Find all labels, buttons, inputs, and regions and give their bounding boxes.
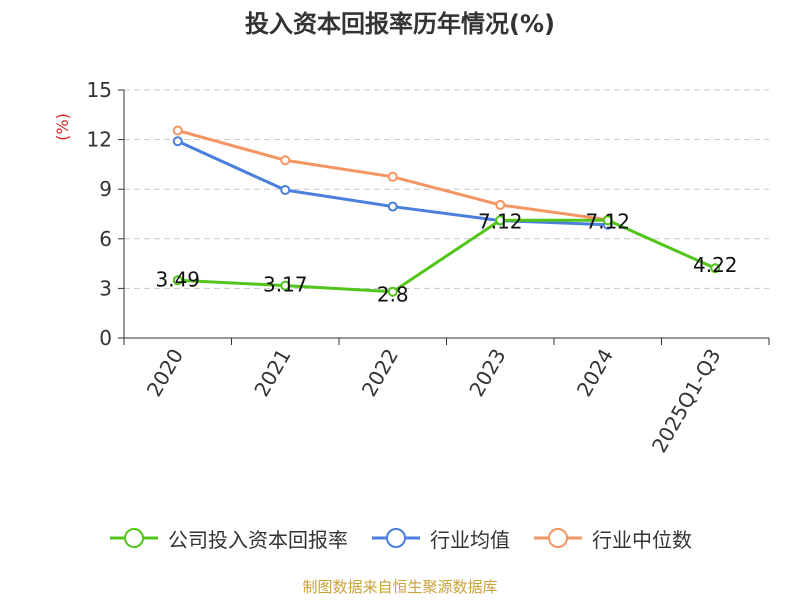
data-label: 7.12 — [478, 209, 523, 233]
data-point — [387, 201, 398, 212]
data-point — [495, 199, 506, 210]
grid-lines — [124, 89, 769, 289]
x-tick-label: 2021 — [249, 345, 295, 401]
legend-marker — [110, 528, 158, 548]
data-label: 7.12 — [585, 209, 630, 233]
data-label: 3.17 — [263, 273, 308, 297]
data-point — [172, 275, 183, 286]
data-point — [495, 215, 506, 226]
y-tick-label: 9 — [99, 177, 112, 201]
legend-marker — [372, 528, 420, 548]
y-tick-label: 0 — [99, 326, 112, 350]
data-point — [280, 280, 291, 291]
x-tick-label: 2022 — [357, 345, 403, 401]
legend-label: 公司投入资本回报率 — [168, 527, 348, 552]
y-tick-label: 3 — [99, 276, 112, 300]
legend: 公司投入资本回报率 行业均值 行业中位数 — [0, 520, 800, 556]
series-lines — [172, 125, 721, 297]
legend-marker — [534, 528, 582, 548]
data-point — [172, 136, 183, 147]
data-point — [280, 185, 291, 196]
series-line — [177, 218, 716, 294]
data-label: 2.8 — [377, 283, 409, 307]
legend-item: 行业中位数 — [532, 524, 692, 553]
data-point — [280, 155, 291, 166]
x-tick-label: 2023 — [464, 345, 510, 401]
y-tick-label: 15 — [87, 78, 112, 102]
x-tick-label: 2020 — [142, 345, 188, 401]
legend-item: 行业均值 — [370, 524, 510, 553]
y-tick-label: 6 — [99, 227, 112, 251]
chart-title: 投入资本回报率历年情况(%) — [245, 10, 555, 38]
y-tick-label: 12 — [87, 128, 112, 152]
y-axis-label: (%) — [53, 113, 72, 141]
chart: (%) 0 3 6 9 12 15 2020 2021 2022 2023 2024 2025Q1-Q… — [53, 78, 770, 457]
legend-item: 公司投入资本回报率 — [108, 524, 348, 553]
x-tick-label: 2024 — [572, 345, 618, 401]
data-label: 4.22 — [693, 253, 738, 277]
data-point — [172, 125, 183, 136]
x-tick-label: 2025Q1-Q3 — [647, 345, 726, 457]
source-note: 制图数据来自恒生聚源数据库 — [302, 578, 498, 596]
data-point — [387, 171, 398, 182]
legend-label: 行业均值 — [430, 527, 510, 552]
data-point — [387, 286, 398, 297]
data-point — [602, 215, 613, 226]
data-point — [710, 263, 721, 274]
legend-label: 行业中位数 — [592, 527, 692, 552]
data-labels: 3.49 3.17 2.8 7.12 7.12 4.22 — [155, 209, 737, 306]
data-label: 3.49 — [155, 267, 200, 291]
